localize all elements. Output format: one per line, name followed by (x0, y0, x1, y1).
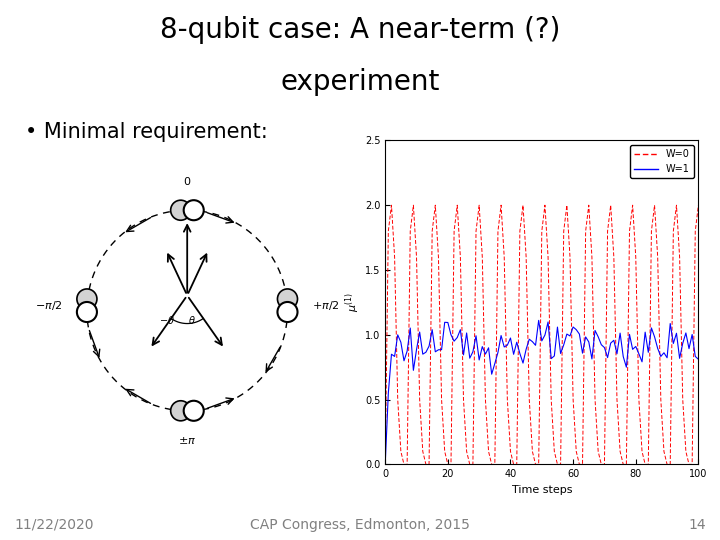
W=1 (603, 354, 612, 361)
W=1 (572, 326, 580, 333)
W=1 (381, 461, 390, 468)
Circle shape (277, 302, 297, 322)
Circle shape (171, 200, 191, 220)
W=1 (619, 353, 628, 360)
Line: W=0: W=0 (385, 205, 698, 464)
Circle shape (277, 289, 297, 309)
Y-axis label: $\mu^{(1)}$: $\mu^{(1)}$ (343, 292, 362, 313)
W=0 (387, 202, 396, 208)
Line: W=1: W=1 (385, 320, 698, 464)
W=1 (534, 317, 543, 323)
W=0 (381, 461, 390, 468)
W=1 (402, 348, 411, 354)
W=0 (528, 448, 536, 455)
Text: $-\theta$: $-\theta$ (159, 314, 175, 326)
X-axis label: Time steps: Time steps (511, 485, 572, 495)
Text: $+\pi/2$: $+\pi/2$ (312, 299, 339, 312)
Circle shape (184, 200, 204, 220)
W=0 (572, 448, 580, 455)
W=0 (462, 448, 471, 455)
W=0 (603, 228, 612, 234)
Circle shape (171, 401, 191, 421)
W=1 (525, 336, 534, 342)
Text: • Minimal requirement:: • Minimal requirement: (25, 122, 268, 141)
Circle shape (184, 401, 204, 421)
Text: $-\pi/2$: $-\pi/2$ (35, 299, 63, 312)
W=0 (406, 228, 415, 234)
Text: $\pm\pi$: $\pm\pi$ (178, 435, 197, 447)
Text: 11/22/2020: 11/22/2020 (14, 518, 94, 532)
Legend: W=0, W=1: W=0, W=1 (630, 145, 693, 178)
Text: $\theta$: $\theta$ (188, 314, 196, 326)
W=1 (694, 356, 703, 362)
Text: experiment: experiment (280, 68, 440, 96)
W=0 (619, 461, 628, 468)
W=0 (694, 202, 703, 208)
Text: 8-qubit case: A near-term (?): 8-qubit case: A near-term (?) (160, 16, 560, 44)
Circle shape (77, 289, 97, 309)
W=1 (459, 352, 468, 358)
Text: 0: 0 (184, 177, 191, 187)
Text: 14: 14 (688, 518, 706, 532)
Text: CAP Congress, Edmonton, 2015: CAP Congress, Edmonton, 2015 (250, 518, 470, 532)
Circle shape (77, 302, 97, 322)
